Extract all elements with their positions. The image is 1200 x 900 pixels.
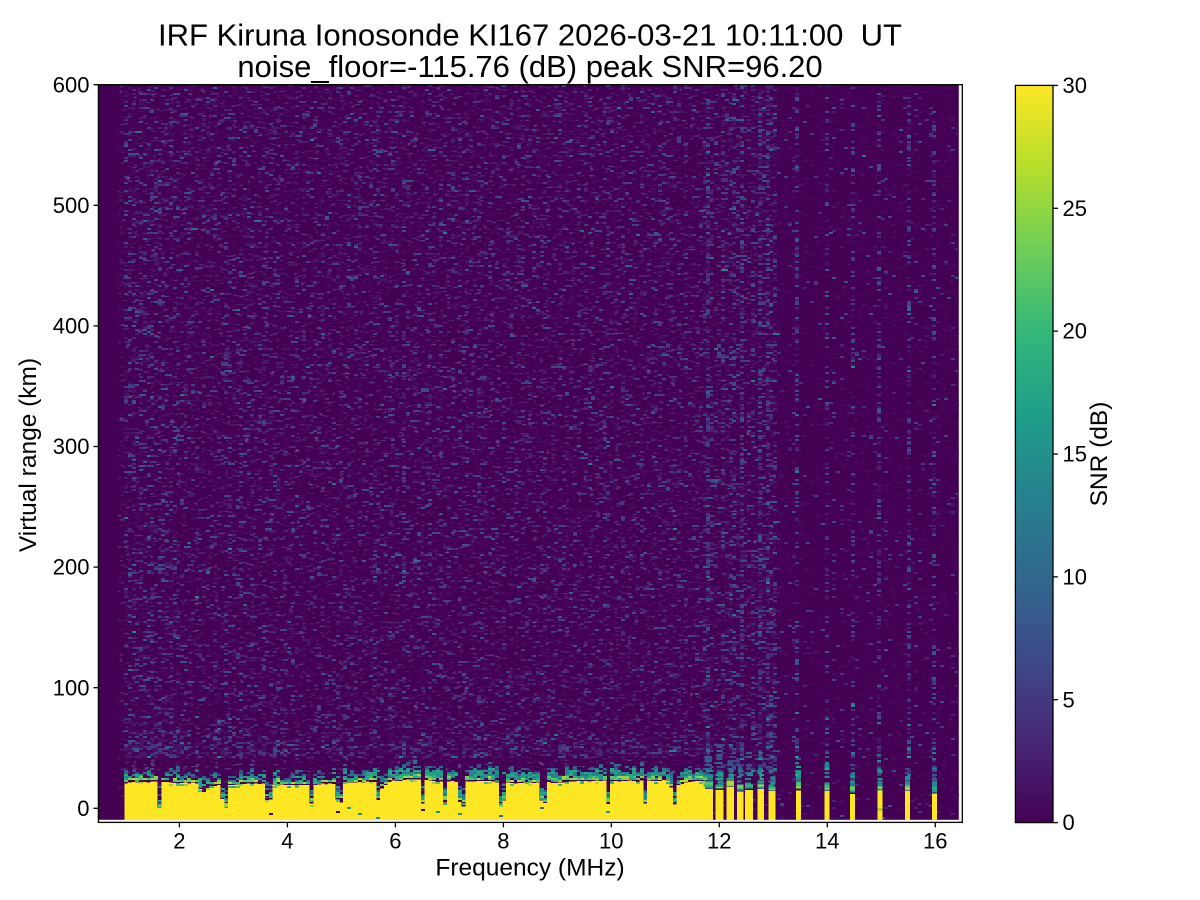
- svg-text:2: 2: [173, 829, 185, 854]
- svg-text:12: 12: [707, 829, 731, 854]
- svg-text:10: 10: [1063, 565, 1087, 590]
- svg-text:300: 300: [53, 434, 90, 459]
- svg-text:14: 14: [815, 829, 839, 854]
- svg-text:SNR (dB): SNR (dB): [1086, 402, 1113, 507]
- svg-text:0: 0: [1063, 810, 1075, 835]
- svg-text:400: 400: [53, 314, 90, 339]
- svg-text:Frequency (MHz): Frequency (MHz): [435, 855, 624, 882]
- svg-text:20: 20: [1063, 319, 1087, 344]
- svg-text:0: 0: [77, 796, 89, 821]
- svg-text:600: 600: [53, 72, 90, 97]
- svg-text:100: 100: [53, 675, 90, 700]
- svg-text:30: 30: [1063, 73, 1087, 98]
- svg-text:16: 16: [923, 829, 947, 854]
- svg-text:500: 500: [53, 193, 90, 218]
- svg-text:5: 5: [1063, 687, 1075, 712]
- svg-text:25: 25: [1063, 196, 1087, 221]
- svg-text:Virtual range (km): Virtual range (km): [15, 358, 42, 552]
- svg-text:6: 6: [389, 829, 401, 854]
- svg-text:IRF Kiruna Ionosonde KI167 202: IRF Kiruna Ionosonde KI167 2026-03-21 10…: [158, 18, 902, 53]
- svg-text:4: 4: [281, 829, 293, 854]
- svg-text:200: 200: [53, 555, 90, 580]
- svg-text:15: 15: [1063, 442, 1087, 467]
- svg-text:8: 8: [497, 829, 509, 854]
- svg-text:noise_floor=-115.76 (dB) peak: noise_floor=-115.76 (dB) peak SNR=96.20: [237, 49, 822, 84]
- svg-text:10: 10: [599, 829, 623, 854]
